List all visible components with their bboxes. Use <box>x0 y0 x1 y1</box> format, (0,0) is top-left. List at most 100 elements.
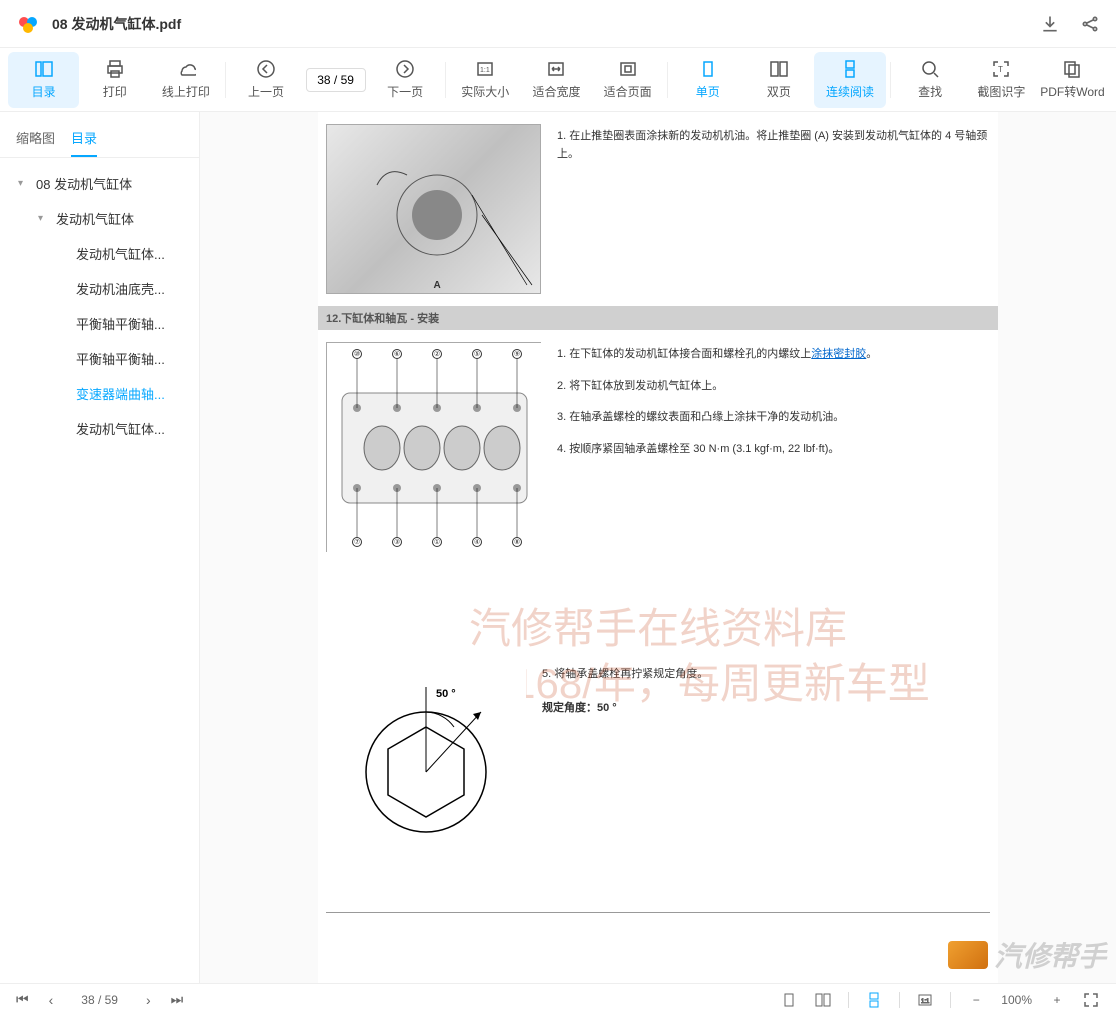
continuous-icon <box>840 59 860 79</box>
download-icon[interactable] <box>1040 14 1060 34</box>
toolbar-actual-button[interactable]: 1:1实际大小 <box>450 52 521 108</box>
toolbar-label: 实际大小 <box>461 83 509 100</box>
tree-label: 08 发动机气缸体 <box>36 174 132 193</box>
tree-item[interactable]: 发动机油底壳... <box>0 271 199 306</box>
brand-logo-icon <box>948 941 988 969</box>
last-page-button[interactable]: ⏭ <box>171 991 184 1008</box>
tree-item[interactable]: 发动机气缸体... <box>0 236 199 271</box>
step-1-body: 在止推垫圈表面涂抹新的发动机机油。将止推垫圈 (A) 安装到发动机气缸体的 4 … <box>557 130 987 160</box>
toolbar-ocr-button[interactable]: T截图识字 <box>966 52 1037 108</box>
toolbar-continuous-button[interactable]: 连续阅读 <box>814 52 885 108</box>
step-link[interactable]: 涂抹密封胶 <box>811 348 866 360</box>
tree-label: 平衡轴平衡轴... <box>76 314 165 333</box>
step-item: 2. 将下缸体放到发动机气缸体上。 <box>557 378 877 396</box>
header-bar: 08 发动机气缸体.pdf <box>0 0 1116 48</box>
view-continuous-icon[interactable] <box>865 991 883 1009</box>
convert-icon <box>1062 59 1082 79</box>
view-double-icon[interactable] <box>814 991 832 1009</box>
step-text: 在轴承盖螺栓的螺纹表面和凸缘上涂抹干净的发动机油。 <box>569 411 844 423</box>
figure-hex-angle: 50 ° <box>326 662 526 862</box>
svg-text:T: T <box>998 65 1003 74</box>
page-input[interactable] <box>306 68 366 92</box>
toolbar-label: 适合页面 <box>604 83 652 100</box>
step-1-num: 1. <box>557 130 566 142</box>
svg-text:1:1: 1:1 <box>921 999 930 1005</box>
step-1-text: 1. 在止推垫圈表面涂抹新的发动机机油。将止推垫圈 (A) 安装到发动机气缸体的… <box>557 124 990 294</box>
view-actual-icon[interactable]: 1:1 <box>916 991 934 1009</box>
toolbar: 目录 打印 线上打印上一页 下一页 1:1实际大小适合宽度 适合页面 单页 双页连续阅读 查找 T… <box>0 48 1116 112</box>
step-num: 3. <box>557 411 566 423</box>
toolbar-label: 适合宽度 <box>532 83 580 100</box>
prev-page-button[interactable]: ‹ <box>49 992 54 1008</box>
toolbar-label: 目录 <box>32 83 56 100</box>
file-title: 08 发动机气缸体.pdf <box>52 14 1040 34</box>
toolbar-label: 连续阅读 <box>826 83 874 100</box>
toolbar-label: 下一页 <box>387 83 423 100</box>
prev-icon <box>256 59 276 79</box>
tree-label: 发动机气缸体 <box>56 209 134 228</box>
step-item: 4. 按顺序紧固轴承盖螺栓至 30 N·m (3.1 kgf·m, 22 lbf… <box>557 441 877 459</box>
zoom-value: 100% <box>1001 993 1032 1007</box>
figure-thrust-washer: A <box>326 124 541 294</box>
angle-spec-label: 规定角度： <box>542 702 597 714</box>
tree-item[interactable]: 平衡轴平衡轴... <box>0 306 199 341</box>
toolbar-double-button[interactable]: 双页 <box>743 52 814 108</box>
fullscreen-icon[interactable] <box>1082 991 1100 1009</box>
brand-watermark: 汽修帮手 <box>948 935 1106 975</box>
sidebar-tab-outline[interactable]: 目录 <box>71 120 97 157</box>
tree-item[interactable]: 发动机气缸体... <box>0 411 199 446</box>
toolbar-label: 单页 <box>696 83 720 100</box>
toolbar-print-button[interactable]: 打印 <box>79 52 150 108</box>
tree-item[interactable]: 平衡轴平衡轴... <box>0 341 199 376</box>
first-page-button[interactable]: ⏮ <box>16 991 29 1008</box>
brand-text: 汽修帮手 <box>994 935 1106 975</box>
toolbar-label: PDF转Word <box>1040 83 1104 100</box>
step-text: 将下缸体放到发动机气缸体上。 <box>569 380 723 392</box>
section-title: 12.下缸体和轴瓦 - 安装 <box>318 306 998 330</box>
step-num: 1. <box>557 348 566 360</box>
step-5-num: 5. <box>542 668 551 680</box>
tree-label: 平衡轴平衡轴... <box>76 349 165 368</box>
toolbar-fit-width-button[interactable]: 适合宽度 <box>521 52 592 108</box>
double-icon <box>769 59 789 79</box>
step-text: 在下缸体的发动机缸体接合面和螺栓孔的内螺纹上 <box>569 348 811 360</box>
tree-item[interactable]: ▾08 发动机气缸体 <box>0 166 199 201</box>
sidebar-tab-thumbnail[interactable]: 缩略图 <box>16 120 55 157</box>
search-icon <box>920 59 940 79</box>
step-5-body: 将轴承盖螺栓再拧紧规定角度。 <box>554 668 708 680</box>
toolbar-toc-button[interactable]: 目录 <box>8 52 79 108</box>
pdf-page: A 1. 在止推垫圈表面涂抹新的发动机机油。将止推垫圈 (A) 安装到发动机气缸… <box>318 112 998 983</box>
print-icon <box>105 59 125 79</box>
tree-label: 发动机油底壳... <box>76 279 165 298</box>
zoom-in-button[interactable]: + <box>1048 991 1066 1009</box>
toolbar-convert-button[interactable]: PDF转Word <box>1037 52 1108 108</box>
cloud-print-icon <box>176 59 196 79</box>
toolbar-single-button[interactable]: 单页 <box>672 52 743 108</box>
toolbar-fit-page-button[interactable]: 适合页面 <box>592 52 663 108</box>
view-single-icon[interactable] <box>780 991 798 1009</box>
single-icon <box>698 59 718 79</box>
step-num: 2. <box>557 380 566 392</box>
steps-2-list: 1. 在下缸体的发动机缸体接合面和螺栓孔的内螺纹上涂抹密封胶。 2. 将下缸体放到… <box>557 342 877 552</box>
tree-item[interactable]: 变速器端曲轴... <box>0 376 199 411</box>
tree-item[interactable]: ▾发动机气缸体 <box>0 201 199 236</box>
angle-spec-value: 50 ° <box>597 702 617 714</box>
toolbar-prev-button[interactable]: 上一页 <box>230 52 301 108</box>
share-icon[interactable] <box>1080 14 1100 34</box>
toolbar-cloud-print-button[interactable]: 线上打印 <box>150 52 221 108</box>
content-area: A 1. 在止推垫圈表面涂抹新的发动机机油。将止推垫圈 (A) 安装到发动机气缸… <box>200 112 1116 983</box>
toolbar-label: 上一页 <box>248 83 284 100</box>
next-page-button[interactable]: › <box>146 992 151 1008</box>
toolbar-label: 查找 <box>918 83 942 100</box>
tree-label: 发动机气缸体... <box>76 244 165 263</box>
toolbar-next-button[interactable]: 下一页 <box>370 52 441 108</box>
sidebar: 缩略图目录 ▾08 发动机气缸体▾发动机气缸体发动机气缸体...发动机油底壳..… <box>0 112 200 983</box>
zoom-out-button[interactable]: − <box>967 991 985 1009</box>
toc-icon <box>34 59 54 79</box>
outline-tree: ▾08 发动机气缸体▾发动机气缸体发动机气缸体...发动机油底壳...平衡轴平衡… <box>0 158 199 454</box>
footer-bar: ⏮ ‹ 38 / 59 › ⏭ 1:1 − 100% + <box>0 983 1116 1015</box>
step-item: 1. 在下缸体的发动机缸体接合面和螺栓孔的内螺纹上涂抹密封胶。 <box>557 346 877 364</box>
toolbar-label: 打印 <box>103 83 127 100</box>
toolbar-search-button[interactable]: 查找 <box>895 52 966 108</box>
tree-label: 变速器端曲轴... <box>76 384 165 403</box>
